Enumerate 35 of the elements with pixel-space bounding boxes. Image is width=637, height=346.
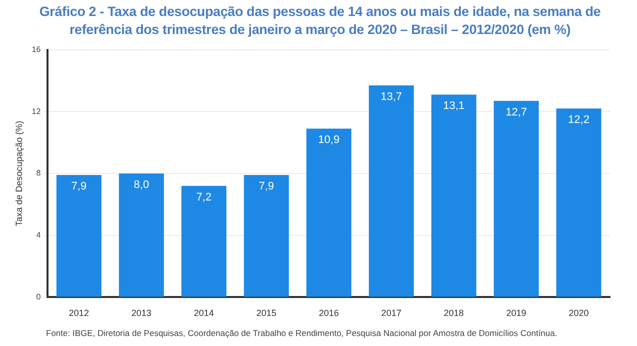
data-label: 12,7 (506, 106, 527, 118)
bar (368, 85, 414, 297)
data-label: 12,2 (568, 114, 590, 126)
x-tick-label: 2019 (506, 308, 526, 318)
bar (431, 94, 476, 297)
data-label: 7,2 (196, 191, 212, 204)
y-axis-title: Taxa de Desocupação (%) (14, 120, 24, 226)
y-tick-label: 4 (36, 230, 42, 240)
chart-title: Gráfico 2 - Taxa de desocupação das pessoas de 14 anos ou mais de idade, na semana de referência dos trimestres de janeiro a março de 2020 – Brasil – 2012/2020 (em %) (38, 3, 602, 39)
y-tick-label: 0 (36, 292, 42, 302)
data-label: 13,7 (380, 90, 402, 103)
bar (181, 186, 226, 297)
y-tick-label: 12 (32, 106, 42, 116)
x-tick-label: 2012 (68, 308, 89, 318)
x-tick-label: 2014 (194, 308, 214, 318)
bar (306, 128, 352, 297)
x-tick-label: 2017 (381, 308, 402, 318)
data-label: 8,0 (134, 179, 150, 192)
bar (56, 175, 102, 297)
data-label: 13,1 (443, 100, 465, 112)
data-label: 7,9 (71, 180, 87, 193)
bar (556, 108, 602, 297)
x-tick-label: 2018 (444, 308, 464, 318)
y-tick-label: 16 (32, 45, 42, 54)
x-tick-label: 2016 (318, 308, 339, 318)
y-tick-label: 8 (36, 168, 42, 178)
data-label: 10,9 (318, 134, 340, 146)
bar (494, 100, 539, 297)
bar (244, 175, 289, 297)
x-tick-label: 2015 (256, 308, 276, 318)
source-note: Fonte: IBGE, Diretoria de Pesquisas, Coordenação de Trabalho e Rendimento, Pesquisa Nacional por Amostra de Domicílios Contínua. (46, 328, 558, 338)
x-tick-label: 2020 (568, 308, 589, 318)
data-label: 7,9 (258, 180, 274, 193)
x-tick-label: 2013 (131, 308, 152, 318)
bar (118, 174, 164, 297)
